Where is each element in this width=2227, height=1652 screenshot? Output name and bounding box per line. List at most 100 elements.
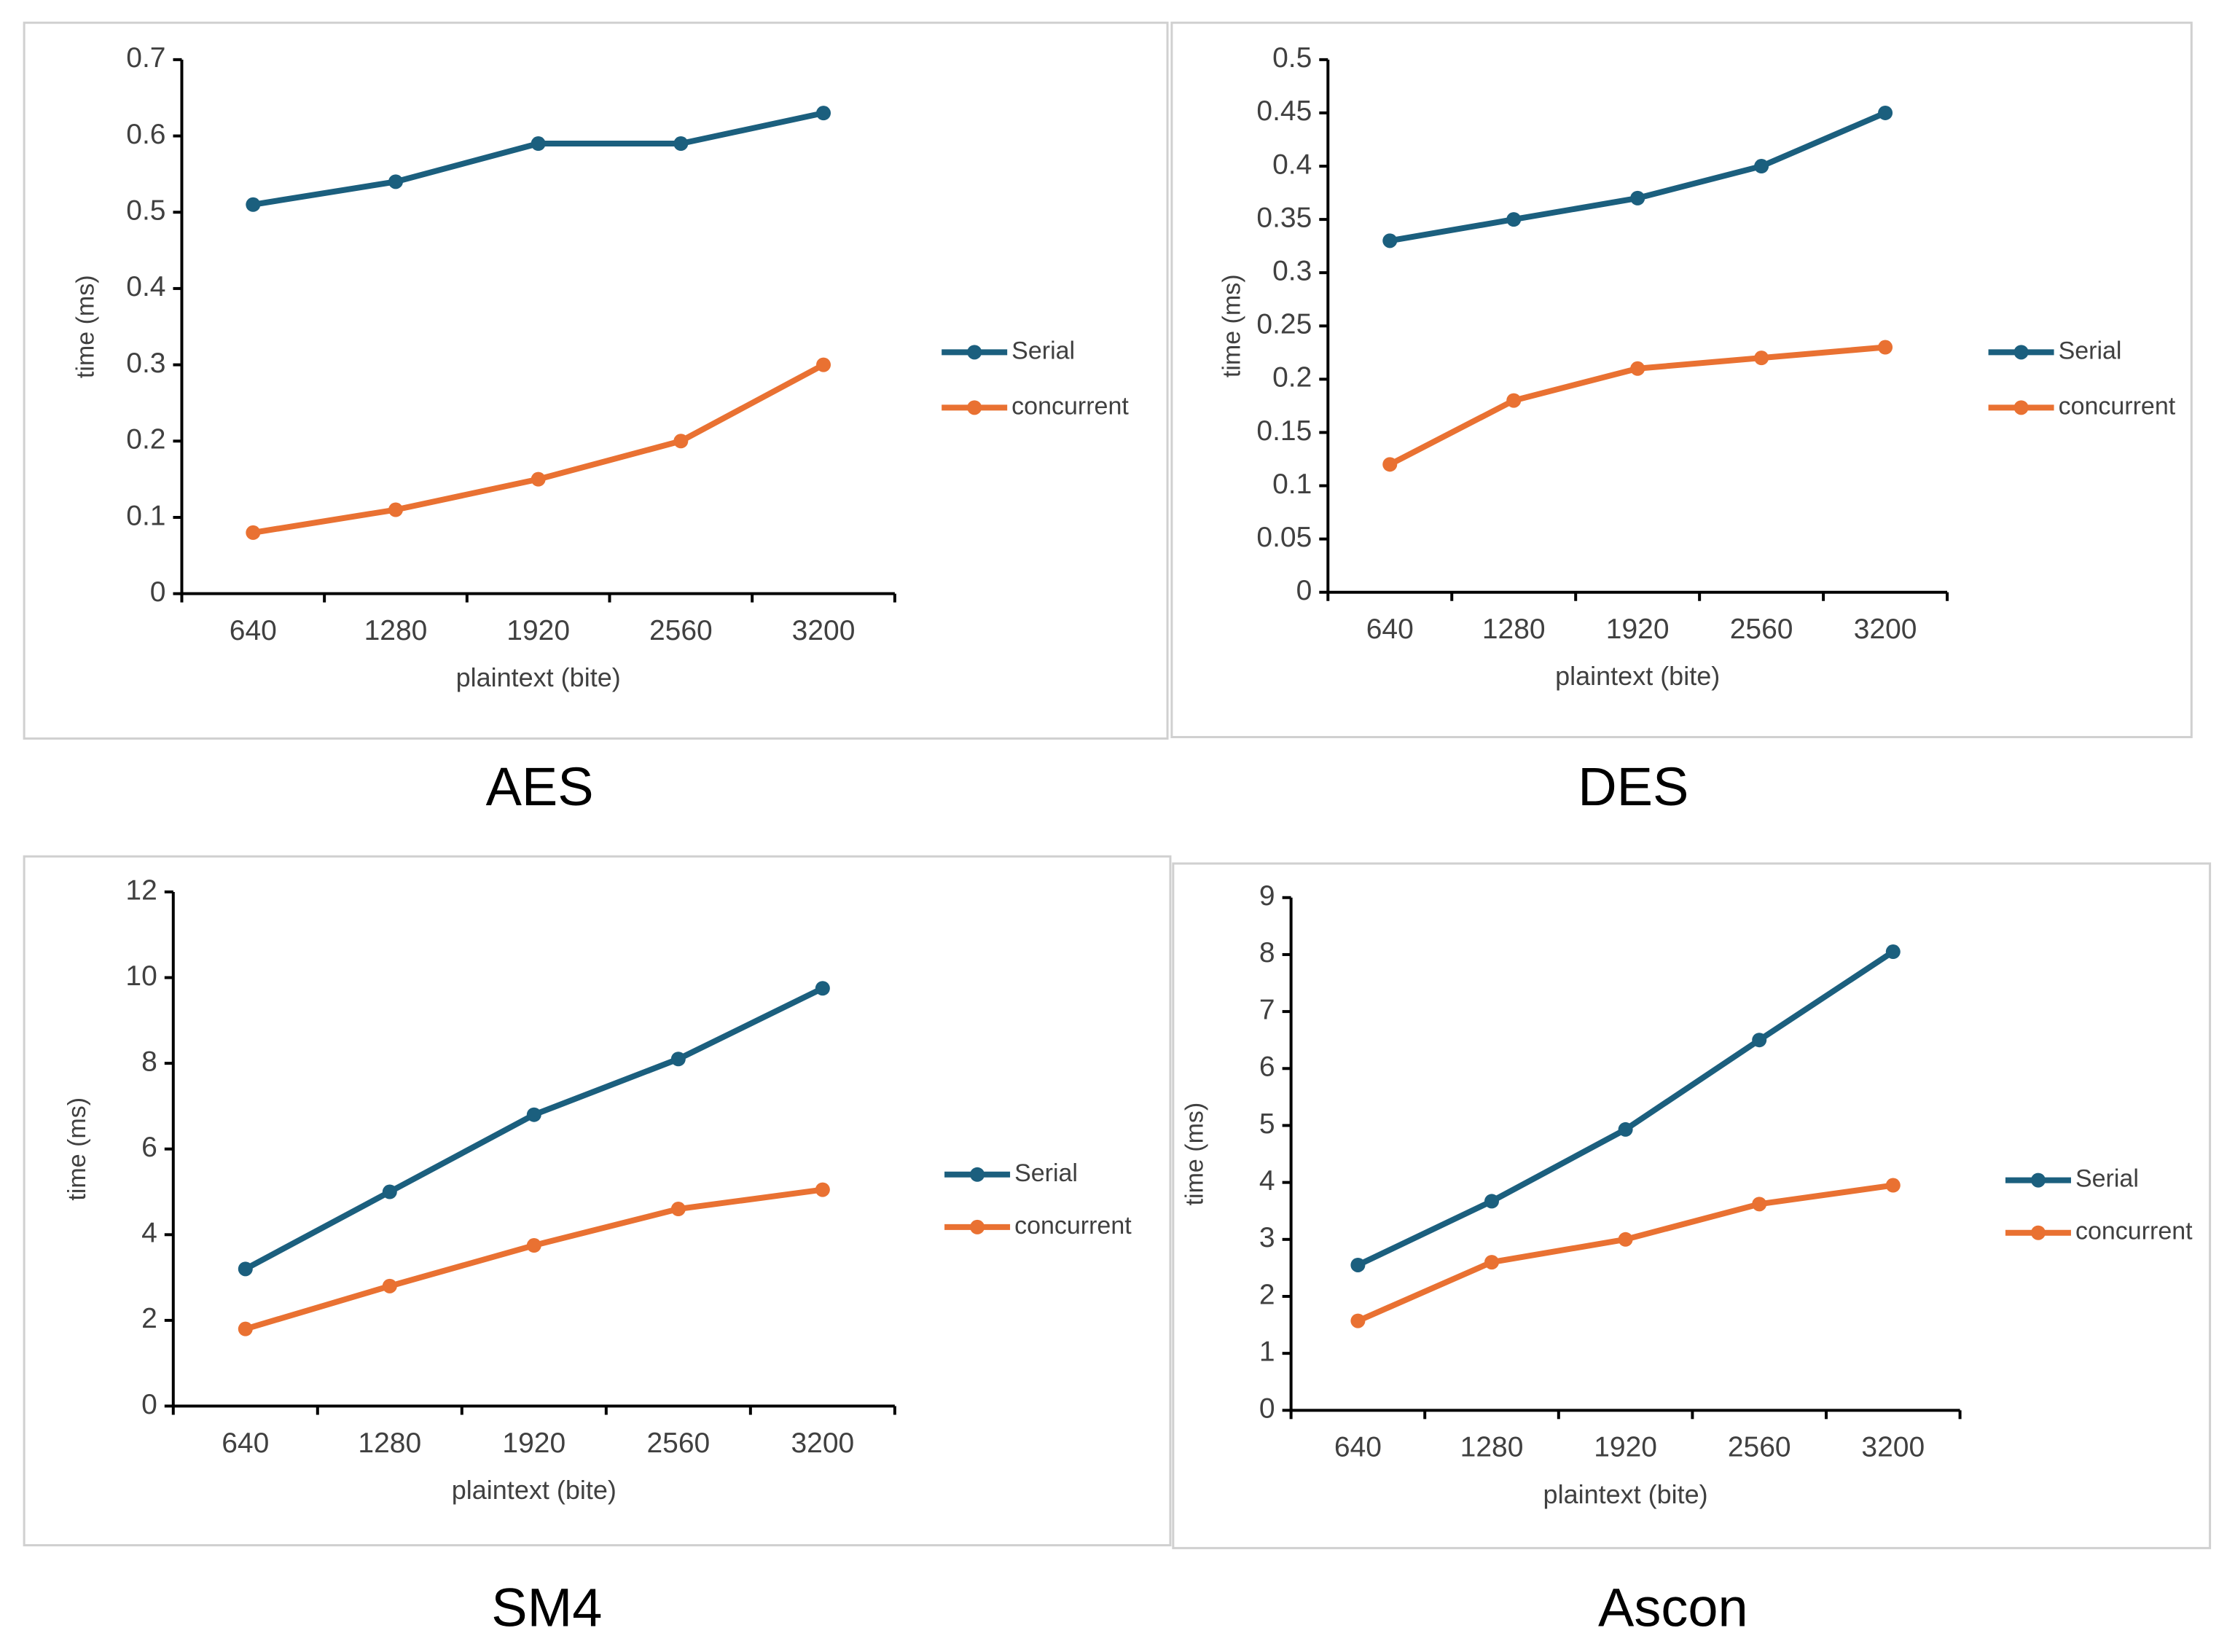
x-tick-label: 1280 bbox=[1460, 1432, 1524, 1463]
point bbox=[816, 357, 831, 372]
point bbox=[1350, 1313, 1366, 1328]
y-tick-label: 2 bbox=[1259, 1279, 1275, 1310]
point bbox=[1752, 1033, 1767, 1048]
y-tick-label: 0 bbox=[141, 1389, 157, 1420]
point bbox=[382, 1184, 397, 1199]
point bbox=[526, 1107, 541, 1122]
panel-border bbox=[1170, 21, 2193, 739]
point bbox=[531, 471, 546, 487]
y-tick-label: 0.4 bbox=[126, 271, 165, 302]
x-tick-label: 1280 bbox=[358, 1428, 421, 1459]
point bbox=[816, 106, 831, 121]
chart-caption: DES bbox=[1578, 756, 1688, 817]
y-tick-label: 0.35 bbox=[1256, 202, 1312, 233]
x-tick-label: 3200 bbox=[791, 1428, 854, 1459]
x-tick-label: 640 bbox=[1366, 614, 1414, 645]
y-tick-label: 7 bbox=[1259, 994, 1275, 1025]
legend-marker bbox=[2030, 1225, 2046, 1240]
y-tick-label: 0.3 bbox=[126, 348, 165, 379]
y-axis-title: time (ms) bbox=[71, 275, 99, 378]
point bbox=[1878, 340, 1893, 355]
point bbox=[1885, 944, 1901, 960]
panel-border bbox=[23, 21, 1169, 740]
legend-marker bbox=[967, 345, 982, 360]
series-line bbox=[1356, 949, 1895, 1268]
legend-label: concurrent bbox=[2059, 392, 2176, 420]
point bbox=[1350, 1257, 1366, 1272]
point bbox=[1506, 212, 1522, 227]
y-tick-label: 5 bbox=[1259, 1108, 1275, 1140]
y-tick-label: 4 bbox=[1259, 1165, 1275, 1197]
legend-label: Serial bbox=[2059, 337, 2122, 364]
x-tick-label: 3200 bbox=[1854, 614, 1917, 645]
x-tick-label: 2560 bbox=[649, 615, 713, 646]
point bbox=[670, 1202, 686, 1217]
x-tick-label: 2560 bbox=[1728, 1432, 1791, 1463]
point bbox=[388, 174, 403, 189]
point bbox=[1382, 457, 1398, 472]
y-tick-label: 8 bbox=[141, 1046, 157, 1077]
panel-border bbox=[1172, 862, 2212, 1549]
x-axis-title: plaintext (bite) bbox=[1543, 1479, 1708, 1509]
y-tick-label: 1 bbox=[1259, 1336, 1275, 1367]
point bbox=[1630, 361, 1645, 376]
chart-caption: Ascon bbox=[1598, 1578, 1748, 1638]
x-tick-label: 1280 bbox=[364, 615, 428, 646]
x-tick-label: 2560 bbox=[1730, 614, 1793, 645]
x-tick-label: 2560 bbox=[646, 1428, 710, 1459]
legend-marker bbox=[967, 400, 982, 415]
y-tick-label: 12 bbox=[125, 874, 157, 906]
point bbox=[246, 525, 261, 540]
y-tick-label: 4 bbox=[141, 1218, 157, 1249]
legend-label: Serial bbox=[1014, 1159, 1078, 1187]
panel-border bbox=[23, 855, 1172, 1546]
legend-label: Serial bbox=[1011, 337, 1075, 364]
series-line bbox=[1356, 1182, 1894, 1324]
point bbox=[238, 1321, 253, 1336]
y-tick-label: 0.05 bbox=[1256, 522, 1312, 553]
y-tick-label: 0.3 bbox=[1272, 256, 1312, 287]
x-tick-label: 3200 bbox=[792, 615, 856, 646]
series-line bbox=[252, 362, 825, 536]
point bbox=[246, 197, 261, 212]
y-tick-label: 0 bbox=[1259, 1393, 1275, 1425]
series-line bbox=[244, 1186, 823, 1332]
point bbox=[1506, 393, 1522, 408]
point bbox=[1618, 1232, 1633, 1247]
y-tick-label: 0.5 bbox=[126, 195, 165, 227]
series-line bbox=[252, 110, 824, 208]
x-tick-label: 1920 bbox=[1594, 1432, 1657, 1463]
y-tick-label: 0.7 bbox=[126, 42, 165, 74]
y-tick-label: 0.4 bbox=[1272, 149, 1312, 180]
y-axis-title: time (ms) bbox=[1181, 1103, 1209, 1206]
point bbox=[1618, 1121, 1633, 1137]
point bbox=[526, 1238, 541, 1253]
legend-label: Serial bbox=[2075, 1165, 2139, 1193]
x-axis-title: plaintext (bite) bbox=[452, 1475, 617, 1505]
x-tick-label: 3200 bbox=[1861, 1432, 1925, 1463]
y-tick-label: 3 bbox=[1259, 1222, 1275, 1253]
x-tick-label: 1920 bbox=[502, 1428, 565, 1459]
x-axis-title: plaintext (bite) bbox=[456, 662, 621, 692]
point bbox=[382, 1278, 397, 1293]
y-tick-label: 0 bbox=[150, 576, 166, 608]
legend-label: concurrent bbox=[1011, 392, 1129, 420]
point bbox=[388, 502, 403, 517]
point bbox=[1484, 1255, 1500, 1270]
x-axis-title: plaintext (bite) bbox=[1555, 661, 1720, 691]
y-tick-label: 0.1 bbox=[1272, 469, 1312, 500]
x-tick-label: 1920 bbox=[506, 615, 570, 646]
point bbox=[815, 981, 830, 996]
legend-label: concurrent bbox=[1014, 1212, 1132, 1240]
point bbox=[1484, 1194, 1500, 1209]
series-line bbox=[243, 985, 824, 1272]
legend-marker bbox=[970, 1219, 985, 1234]
y-tick-label: 0.15 bbox=[1256, 415, 1312, 447]
x-tick-label: 1920 bbox=[1606, 614, 1670, 645]
point bbox=[1752, 1197, 1767, 1212]
y-tick-label: 8 bbox=[1259, 937, 1275, 968]
point bbox=[1754, 351, 1769, 366]
legend-marker bbox=[2013, 345, 2029, 360]
